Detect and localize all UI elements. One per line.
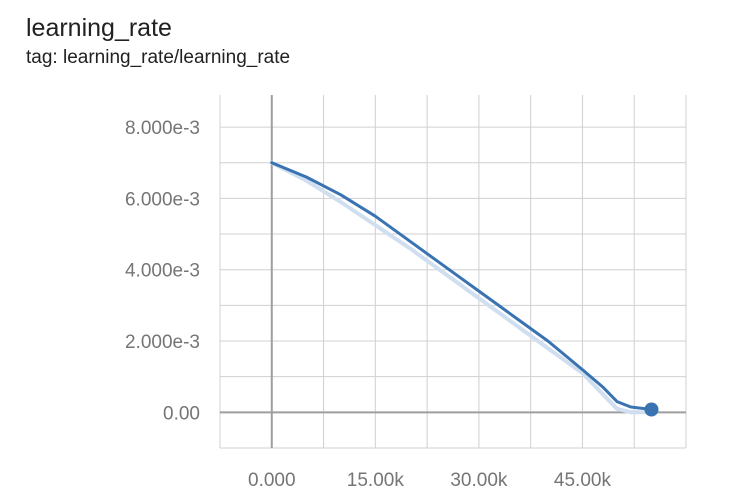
x-tick-label: 45.00k [554,470,612,491]
grid [219,95,687,449]
y-tick-label: 6.000e-3 [125,189,200,210]
raw-series-line [269,160,654,415]
y-tick-label: 0.00 [163,403,200,424]
series [269,160,659,417]
x-tick-label: 30.00k [450,470,508,491]
y-tick-label: 4.000e-3 [125,261,200,282]
last-point-marker [644,402,659,417]
y-tick-label: 8.000e-3 [125,118,200,139]
x-tick-label: 15.00k [347,470,405,491]
x-tick-label: 0.000 [248,470,296,491]
smoothed-series-line [270,161,653,411]
axes [220,95,686,448]
y-tick-label: 2.000e-3 [125,332,200,353]
tick-labels: 0.00 2.000e-3 4.000e-3 6.000e-3 8.000e-3 0.00… [125,118,611,491]
chart-title: learning_rate [26,14,172,42]
chart-subtitle: tag: learning_rate/learning_rate [26,47,291,68]
